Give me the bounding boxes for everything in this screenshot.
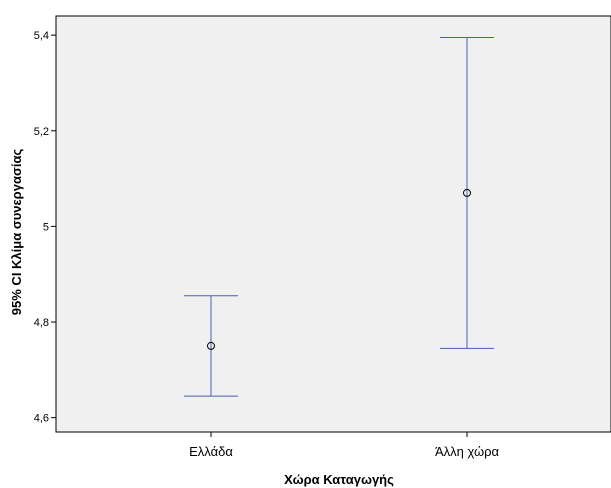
chart-axes: 4,6 4,8 5 5,2 5,4 Ελλάδα Άλλη χώρα xyxy=(34,16,611,459)
x-tick-label: Ελλάδα xyxy=(189,444,233,459)
chart-marks xyxy=(184,37,494,397)
y-tick-label: 5,4 xyxy=(34,30,49,42)
y-tick-label: 4,8 xyxy=(34,317,49,329)
error-bar xyxy=(440,37,494,349)
error-bar xyxy=(184,295,238,397)
y-axis-title: 95% CI Κλίμα συνεργασίας xyxy=(9,149,24,316)
y-tick-label: 5,2 xyxy=(34,126,49,138)
x-tick-label: Άλλη χώρα xyxy=(435,444,500,459)
mean-marker xyxy=(463,188,471,197)
x-axis-title: Χώρα Καταγωγής xyxy=(284,472,394,487)
y-tick-label: 4,6 xyxy=(34,413,49,425)
plot-area xyxy=(55,15,611,433)
y-tick-label: 5 xyxy=(43,221,49,233)
mean-marker xyxy=(207,341,215,350)
